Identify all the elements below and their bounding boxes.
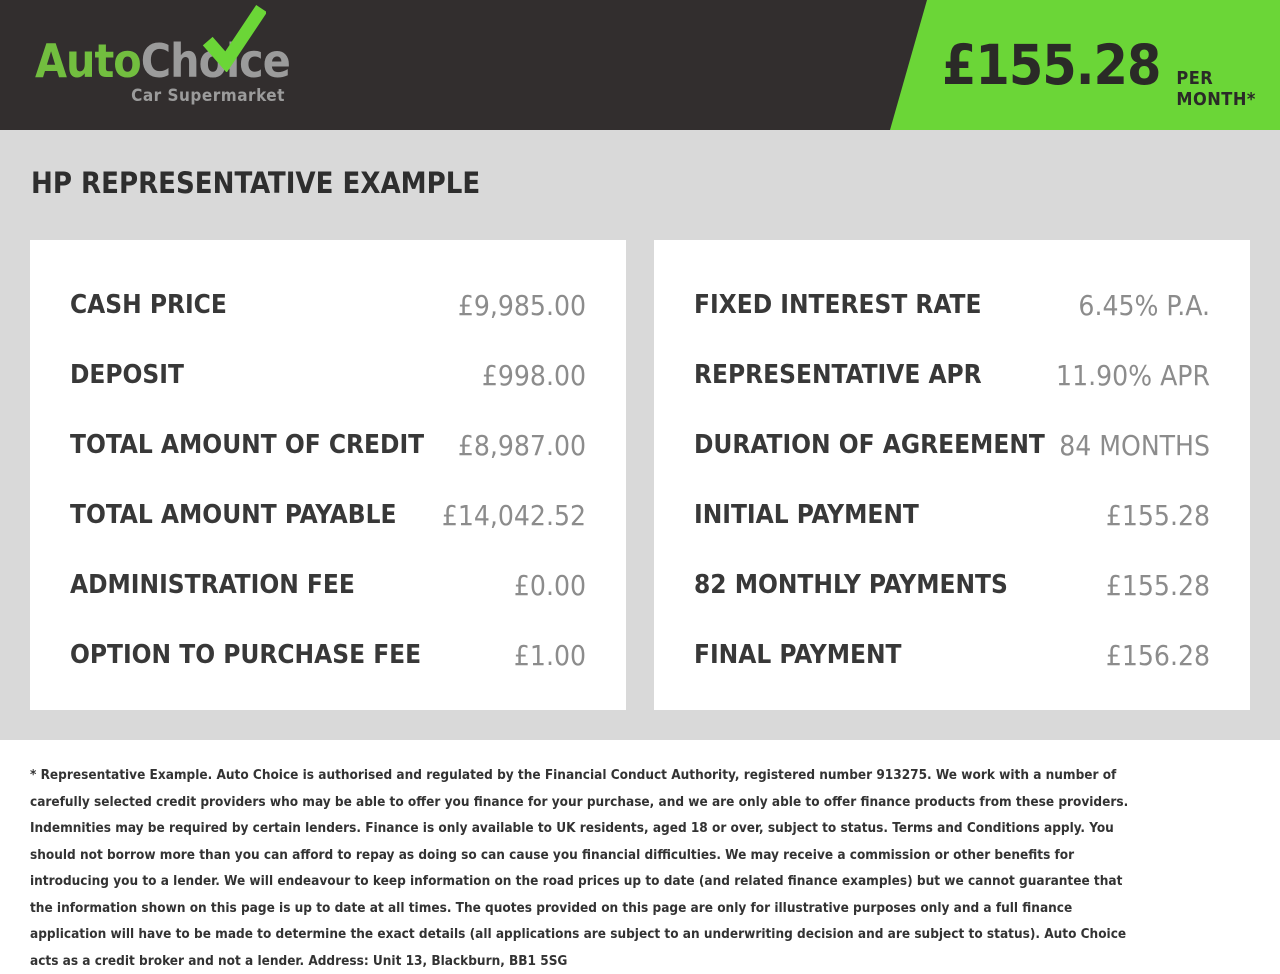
table-row: TOTAL AMOUNT OF CREDIT £8,987.00: [70, 410, 586, 480]
table-row: CASH PRICE £9,985.00: [70, 270, 586, 340]
row-value: £0.00: [513, 568, 586, 602]
monthly-price: £155.28: [942, 33, 1161, 97]
table-row: FIXED INTEREST RATE 6.45% P.A.: [694, 270, 1210, 340]
row-label: TOTAL AMOUNT PAYABLE: [70, 500, 397, 530]
row-value: £8,987.00: [457, 428, 586, 462]
logo-word-auto: Auto: [35, 34, 142, 88]
row-label: DEPOSIT: [70, 360, 184, 390]
logo-tagline: Car Supermarket: [131, 86, 285, 106]
table-row: DEPOSIT £998.00: [70, 340, 586, 410]
table-row: DURATION OF AGREEMENT 84 MONTHS: [694, 410, 1210, 480]
row-label: OPTION TO PURCHASE FEE: [70, 640, 422, 670]
finance-card-right: FIXED INTEREST RATE 6.45% P.A. REPRESENT…: [654, 240, 1250, 710]
table-row: FINAL PAYMENT £156.28: [694, 620, 1210, 690]
disclaimer-text: * Representative Example. Auto Choice is…: [30, 767, 1129, 969]
row-value: 11.90% APR: [1056, 358, 1210, 392]
table-row: INITIAL PAYMENT £155.28: [694, 480, 1210, 550]
row-value: £9,985.00: [457, 288, 586, 322]
row-label: FINAL PAYMENT: [694, 640, 902, 670]
row-label: ADMINISTRATION FEE: [70, 570, 355, 600]
row-label: INITIAL PAYMENT: [694, 500, 919, 530]
row-label: 82 MONTHLY PAYMENTS: [694, 570, 1008, 600]
row-value: £14,042.52: [441, 498, 586, 532]
table-row: ADMINISTRATION FEE £0.00: [70, 550, 586, 620]
row-label: CASH PRICE: [70, 290, 227, 320]
price-period-label: PER MONTH*: [1176, 68, 1256, 110]
price-banner: £155.28 PER MONTH*: [890, 0, 1280, 130]
row-value: £998.00: [481, 358, 586, 392]
row-value: £1.00: [513, 638, 586, 672]
row-label: REPRESENTATIVE APR: [694, 360, 982, 390]
header-bar: AutoChoice Car Supermarket £155.28 PER M…: [0, 0, 1280, 130]
row-label: DURATION OF AGREEMENT: [694, 430, 1045, 460]
table-row: TOTAL AMOUNT PAYABLE £14,042.52: [70, 480, 586, 550]
row-value: 6.45% P.A.: [1078, 288, 1210, 322]
footer: * Representative Example. Auto Choice is…: [0, 740, 1280, 969]
brand-logo: AutoChoice Car Supermarket: [35, 4, 291, 115]
table-row: OPTION TO PURCHASE FEE £1.00: [70, 620, 586, 690]
row-value: £156.28: [1105, 638, 1210, 672]
row-value: 84 MONTHS: [1059, 428, 1210, 462]
table-row: 82 MONTHLY PAYMENTS £155.28: [694, 550, 1210, 620]
finance-card-left: CASH PRICE £9,985.00 DEPOSIT £998.00 TOT…: [30, 240, 626, 710]
price-row: £155.28 PER MONTH*: [942, 0, 1280, 130]
row-value: £155.28: [1105, 498, 1210, 532]
page-title: HP REPRESENTATIVE EXAMPLE: [31, 166, 481, 200]
row-value: £155.28: [1105, 568, 1210, 602]
row-label: TOTAL AMOUNT OF CREDIT: [70, 430, 425, 460]
table-row: REPRESENTATIVE APR 11.90% APR: [694, 340, 1210, 410]
content-area: HP REPRESENTATIVE EXAMPLE CASH PRICE £9,…: [0, 130, 1280, 740]
checkmark-icon: [202, 4, 266, 72]
row-label: FIXED INTEREST RATE: [694, 290, 982, 320]
